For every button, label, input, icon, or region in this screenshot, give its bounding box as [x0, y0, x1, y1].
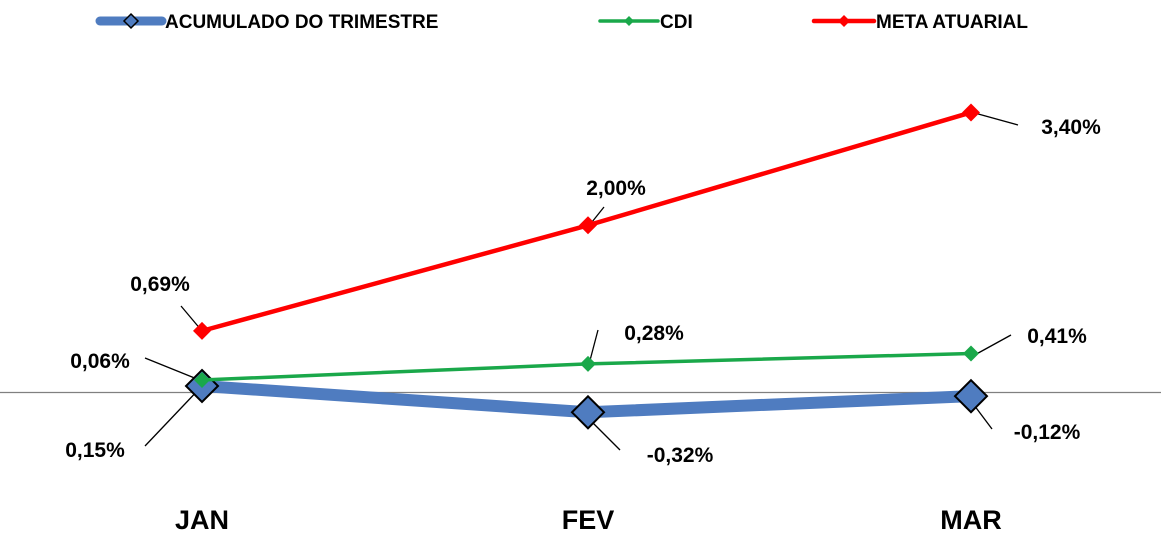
category-label-fev: FEV — [562, 505, 615, 533]
point-meta-atuarial-jan — [193, 321, 211, 340]
data-label-acumulado-do-trimestre-fev: -0,32% — [647, 444, 714, 467]
legend-label-acumulado-do-trimestre: ACUMULADO DO TRIMESTRE — [165, 12, 438, 33]
series-acumulado-do-trimestre — [184, 368, 989, 430]
data-label-cdi-jan: 0,06% — [70, 350, 130, 373]
point-acumulado-do-trimestre-fev — [570, 394, 606, 430]
point-acumulado-do-trimestre-mar — [953, 378, 989, 414]
chart-legend: ACUMULADO DO TRIMESTRE CDI META ATUARIAL — [95, 12, 1028, 33]
category-axis: JAN FEV MAR — [175, 505, 1002, 533]
legend-item-cdi: CDI — [598, 12, 693, 33]
legend-marker-cdi — [624, 16, 634, 26]
point-meta-atuarial-mar — [962, 103, 980, 122]
data-label-acumulado-do-trimestre-jan: 0,15% — [65, 439, 125, 462]
data-label-meta-atuarial-mar: 3,40% — [1041, 116, 1101, 139]
data-label-cdi-mar: 0,41% — [1027, 325, 1087, 348]
data-label-cdi-fev: 0,28% — [624, 322, 684, 345]
series-layer — [184, 103, 989, 430]
series-cdi — [194, 345, 979, 388]
point-meta-atuarial-fev — [579, 216, 597, 235]
leader-cdi-jan — [144, 357, 203, 382]
series-meta-atuarial — [193, 103, 980, 340]
data-label-acumulado-do-trimestre-mar: -0,12% — [1014, 421, 1081, 444]
leader-acumulado-do-trimestre-jan — [144, 385, 203, 447]
data-label-meta-atuarial-jan: 0,69% — [130, 273, 190, 296]
leader-meta-atuarial-mar — [970, 111, 1019, 126]
legend-item-meta-atuarial: META ATUARIAL — [811, 12, 1028, 33]
point-cdi-jan — [194, 372, 210, 388]
point-cdi-fev — [580, 355, 596, 372]
category-label-jan: JAN — [175, 505, 229, 533]
legend-marker-acumulado-do-trimestre — [122, 12, 140, 30]
legend-label-cdi: CDI — [660, 12, 693, 33]
legend-item-acumulado-do-trimestre: ACUMULADO DO TRIMESTRE — [95, 12, 438, 33]
legend-marker-meta-atuarial — [838, 15, 850, 27]
legend-label-meta-atuarial: META ATUARIAL — [876, 12, 1028, 33]
category-label-mar: MAR — [940, 505, 1002, 533]
data-label-meta-atuarial-fev: 2,00% — [586, 177, 646, 200]
data-labels: 0,15% -0,32% -0,12% 0,06% 0,28% 0,41% 0,69% 2,0… — [65, 116, 1101, 467]
point-cdi-mar — [963, 345, 979, 362]
